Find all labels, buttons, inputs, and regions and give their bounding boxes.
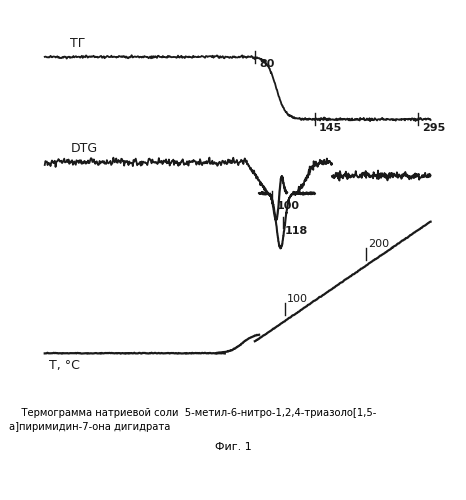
Text: а]пиримидин-7-она дигидрата: а]пиримидин-7-она дигидрата: [9, 422, 171, 432]
Text: 100: 100: [276, 201, 299, 211]
Text: 295: 295: [422, 123, 445, 133]
Text: DTG: DTG: [70, 142, 97, 156]
Text: 118: 118: [285, 226, 308, 236]
Text: 100: 100: [287, 294, 308, 304]
Text: Термограмма натриевой соли  5-метил-6-нитро-1,2,4-триазоло[1,5-: Термограмма натриевой соли 5-метил-6-нит…: [9, 408, 377, 418]
Text: ТГ: ТГ: [70, 37, 86, 50]
Text: T, °C: T, °C: [49, 359, 80, 372]
Text: 145: 145: [319, 123, 343, 133]
Text: 80: 80: [259, 58, 274, 68]
Text: Фиг. 1: Фиг. 1: [215, 442, 251, 452]
Text: 200: 200: [369, 238, 390, 248]
